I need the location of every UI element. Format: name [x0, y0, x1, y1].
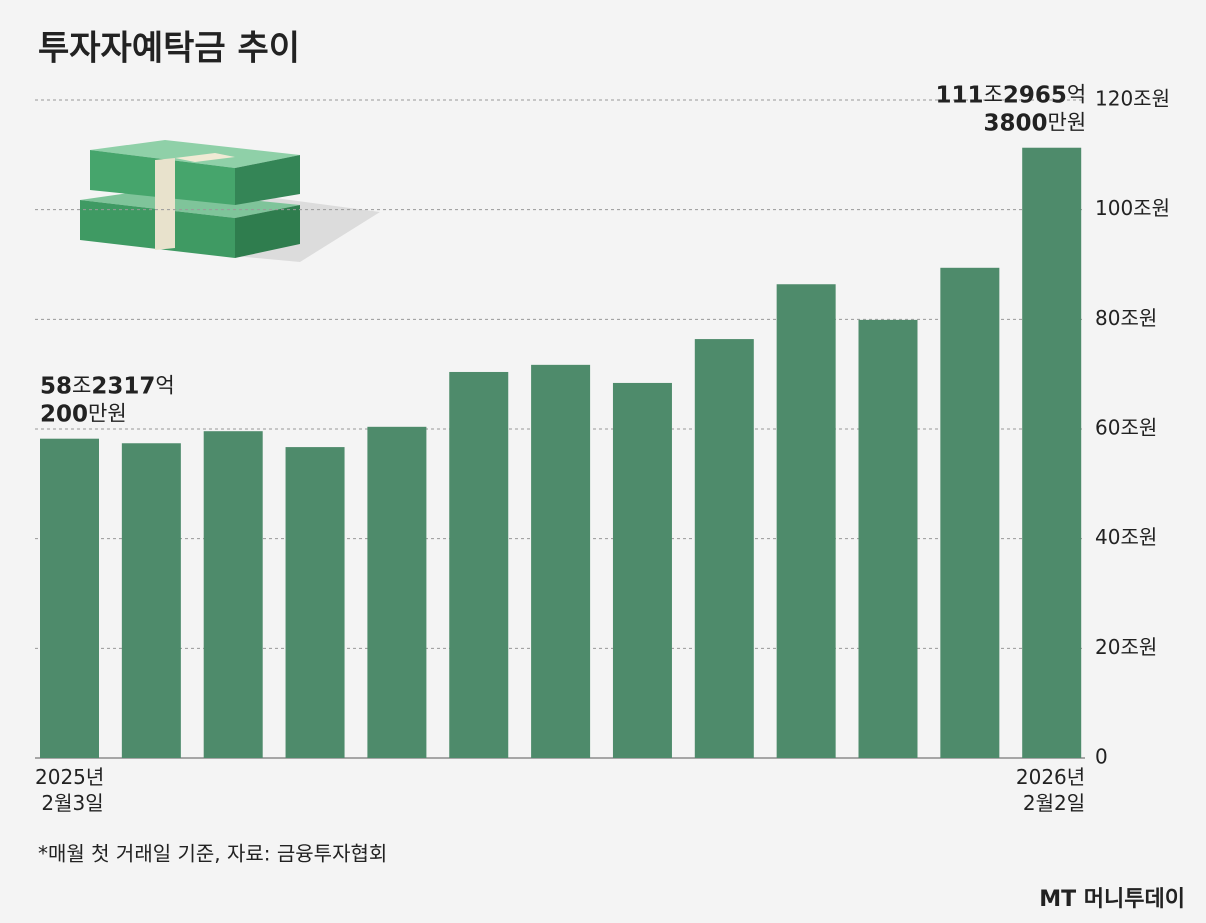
- value-label: 58조2317억: [40, 373, 175, 399]
- money-illustration: [80, 140, 380, 262]
- bar: [531, 364, 591, 758]
- bar: [612, 382, 672, 758]
- bar: [858, 319, 918, 758]
- bar: [367, 426, 427, 758]
- bar: [1022, 147, 1082, 758]
- bar: [449, 371, 509, 758]
- bar: [40, 438, 99, 758]
- bar: [203, 431, 263, 758]
- y-tick-label: 120조원: [1095, 87, 1170, 111]
- y-tick-label: 40조원: [1095, 525, 1157, 549]
- bar: [121, 443, 181, 758]
- value-label: 3800만원: [984, 110, 1087, 136]
- x-tick-label: 2025년 2월3일: [35, 765, 104, 815]
- value-label: 111조2965억: [936, 82, 1087, 108]
- y-tick-label: 80조원: [1095, 306, 1157, 330]
- watermark: MT 머니투데이: [1039, 887, 1185, 912]
- y-tick-label: 100조원: [1095, 196, 1170, 220]
- x-tick-label: 2026년 2월2일: [1016, 765, 1085, 815]
- bar: [694, 339, 754, 758]
- footnote: *매월 첫 거래일 기준, 자료: 금융투자협회: [38, 842, 387, 866]
- bar: [285, 447, 345, 758]
- bar: [940, 267, 1000, 758]
- y-tick-label: 20조원: [1095, 635, 1157, 659]
- bar: [776, 284, 836, 758]
- value-label: 200만원: [40, 401, 127, 427]
- y-tick-label: 60조원: [1095, 416, 1157, 440]
- y-tick-label: 0: [1095, 745, 1108, 769]
- chart-title: 투자자예탁금 추이: [38, 29, 300, 69]
